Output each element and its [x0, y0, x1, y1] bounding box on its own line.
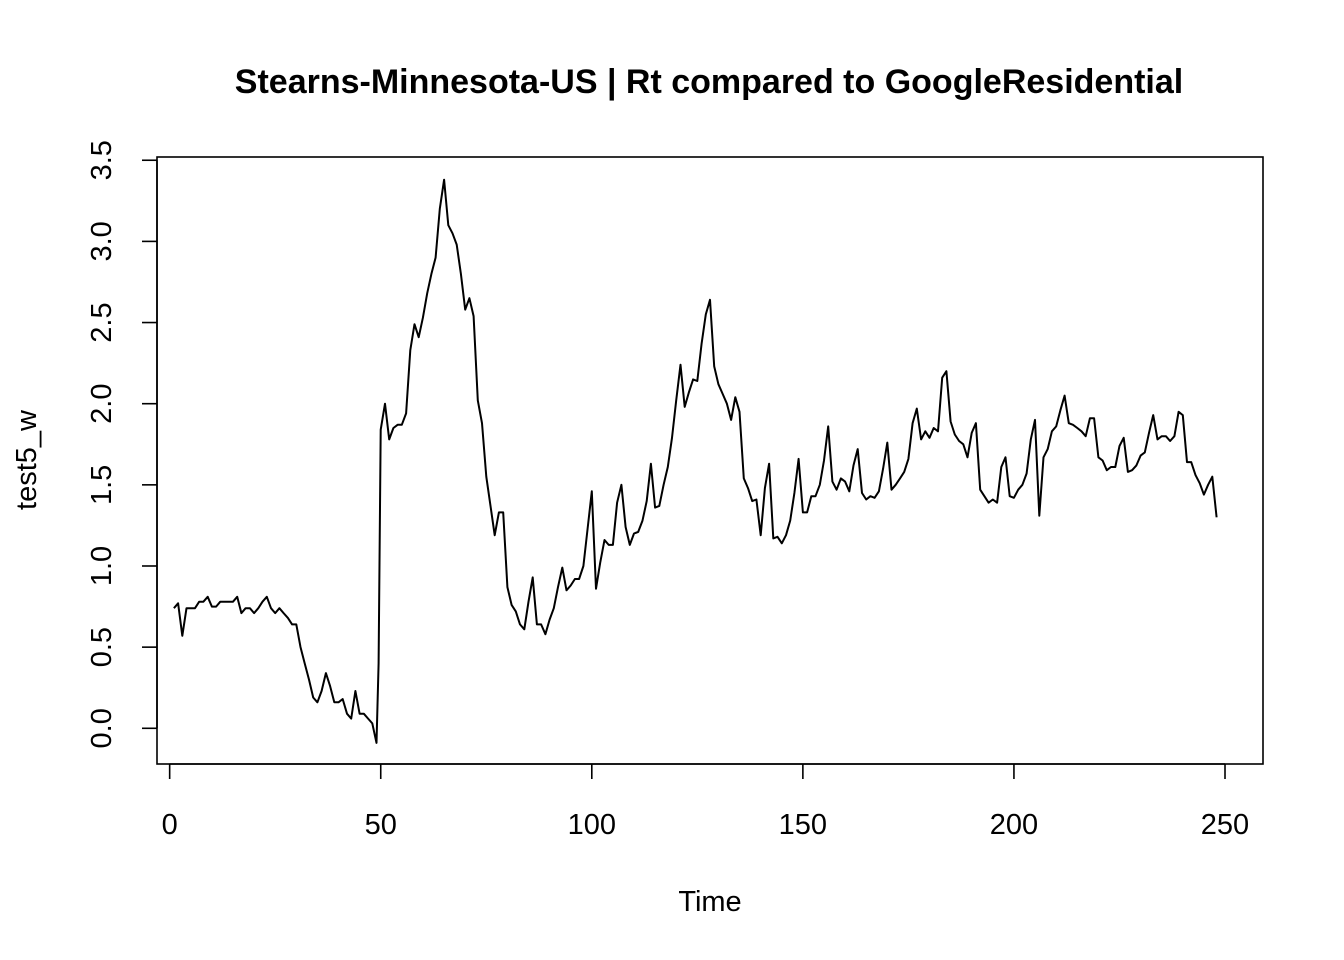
x-axis: 0 50 100 150 200 250: [162, 763, 1249, 841]
plot-frame: [156, 156, 1264, 765]
x-tick-label: 100: [568, 809, 616, 841]
y-tick-label: 3.0: [86, 221, 118, 261]
chart-title: Stearns-Minnesota-US | Rt compared to Go…: [235, 63, 1183, 101]
y-axis: 0.0 0.5 1.0 1.5 2.0 2.5 3.0 3.5: [86, 140, 158, 748]
x-tick-label: 250: [1201, 809, 1249, 841]
series-layer: [173, 178, 1218, 744]
y-tick-label: 0.5: [86, 627, 118, 667]
x-tick-label: 200: [990, 809, 1038, 841]
x-tick-label: 0: [162, 809, 178, 841]
x-tick-label: 150: [779, 809, 827, 841]
y-tick-label: 3.5: [86, 140, 118, 180]
series-line: [173, 178, 1218, 744]
y-tick-label: 2.5: [86, 302, 118, 342]
y-tick-label: 0.0: [86, 708, 118, 748]
y-tick-label: 2.0: [86, 384, 118, 424]
y-axis-label: test5_w: [11, 409, 43, 510]
y-tick-label: 1.0: [86, 546, 118, 586]
y-tick-label: 1.5: [86, 465, 118, 505]
x-axis-label: Time: [678, 886, 741, 918]
x-tick-label: 50: [365, 809, 397, 841]
